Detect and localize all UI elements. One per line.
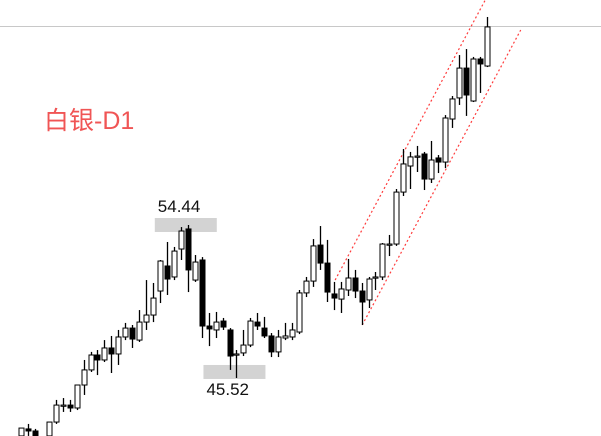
candle-down bbox=[25, 428, 32, 432]
candle-up bbox=[372, 276, 379, 279]
candle-down bbox=[227, 329, 234, 357]
candle-down bbox=[359, 290, 366, 303]
candle-up bbox=[470, 58, 477, 102]
candle-down bbox=[331, 293, 338, 299]
candle-up bbox=[240, 344, 247, 354]
candle-down bbox=[199, 259, 206, 327]
channel-lower-line bbox=[361, 29, 522, 326]
candle-down bbox=[477, 58, 484, 65]
candle-up bbox=[192, 261, 199, 281]
channel-upper-line bbox=[334, 0, 486, 281]
candle-up bbox=[414, 155, 421, 158]
candle-down bbox=[108, 347, 115, 355]
candle-up bbox=[115, 336, 122, 355]
candle-down bbox=[463, 67, 470, 96]
candle-up bbox=[379, 243, 386, 278]
candle-up bbox=[289, 329, 296, 338]
candle-down bbox=[185, 228, 192, 271]
candle-down bbox=[352, 277, 359, 292]
high-price-label: 54.44 bbox=[157, 197, 201, 216]
candle-down bbox=[261, 327, 268, 337]
candle-down bbox=[67, 404, 74, 409]
candle-down bbox=[268, 335, 275, 353]
candle-up bbox=[407, 156, 414, 167]
candle-up bbox=[456, 67, 463, 99]
candle-up bbox=[74, 384, 81, 409]
candle-up bbox=[247, 320, 254, 346]
low-price-label: 45.52 bbox=[206, 379, 249, 399]
candle-down bbox=[421, 153, 428, 180]
candle-down bbox=[129, 327, 136, 340]
candle-up bbox=[122, 327, 129, 338]
candle-down bbox=[254, 321, 261, 327]
chart-title: 白银-D1 bbox=[44, 107, 135, 135]
candle-up bbox=[60, 404, 67, 407]
candle-up bbox=[81, 369, 88, 386]
candle-up bbox=[282, 335, 289, 339]
candle-up bbox=[393, 191, 400, 245]
candle-up bbox=[345, 277, 352, 291]
candle-up bbox=[449, 98, 456, 120]
candle-up bbox=[400, 163, 407, 193]
candle-up bbox=[46, 421, 53, 436]
candle-up bbox=[303, 280, 310, 294]
candle-up bbox=[386, 243, 393, 246]
candle-up bbox=[484, 26, 491, 67]
candle-up bbox=[53, 404, 60, 423]
candle-down bbox=[317, 244, 324, 264]
candle-down bbox=[206, 325, 213, 330]
annotation-box bbox=[203, 364, 266, 379]
candle-up bbox=[428, 159, 435, 180]
candle-up bbox=[275, 336, 282, 353]
candle-up bbox=[338, 288, 345, 300]
candle-up bbox=[88, 354, 95, 371]
annotation-box bbox=[154, 218, 217, 233]
candle-up bbox=[178, 230, 185, 250]
candle-up bbox=[136, 321, 143, 341]
candle-up bbox=[18, 427, 25, 436]
candle-down bbox=[164, 265, 171, 280]
candle-up bbox=[157, 260, 164, 292]
candle-up bbox=[101, 347, 108, 361]
candle-down bbox=[32, 430, 39, 436]
candle-up bbox=[150, 297, 157, 316]
candle-up bbox=[171, 250, 178, 278]
candle-up bbox=[296, 292, 303, 333]
candle-down bbox=[94, 354, 101, 361]
candle-up bbox=[233, 353, 240, 356]
candle-up bbox=[310, 245, 317, 282]
candle-up bbox=[366, 278, 373, 301]
candle-up bbox=[143, 314, 150, 323]
candle-down bbox=[324, 262, 331, 293]
candle-down bbox=[220, 320, 227, 328]
candle-down bbox=[435, 157, 442, 163]
candle-up bbox=[213, 321, 220, 331]
candle-up bbox=[442, 117, 449, 163]
